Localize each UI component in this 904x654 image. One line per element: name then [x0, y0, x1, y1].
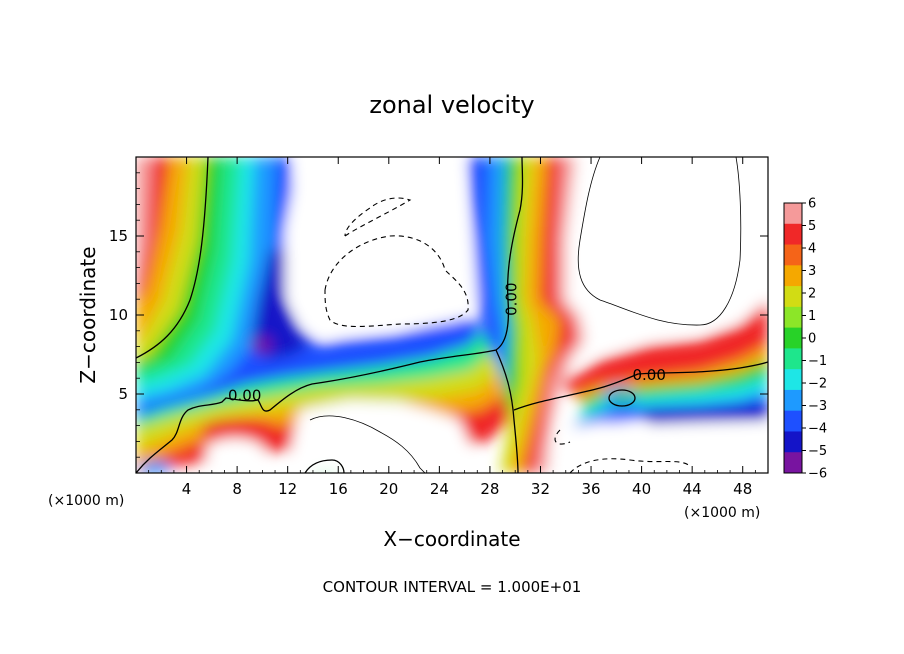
colorbar-label: 0: [808, 332, 816, 347]
colorbar-cell: [784, 369, 802, 391]
x-tick-label: 8: [232, 480, 242, 498]
colorbar-cell: [784, 327, 802, 349]
x-tick-label: 40: [632, 480, 651, 498]
colorbar-cell: [784, 286, 802, 308]
colorbar-cell: [784, 389, 802, 412]
x-tick-label: 28: [480, 480, 499, 498]
contour-label: 0.00: [228, 387, 261, 405]
x-tick-label: 20: [379, 480, 398, 498]
velocity-field: [136, 157, 768, 473]
contour-label: 0.00: [502, 282, 520, 315]
colorbar-label: −3: [808, 399, 827, 414]
x-tick-label: 12: [278, 480, 297, 498]
x-tick-label: 44: [683, 480, 702, 498]
colorbar-label: −6: [808, 467, 827, 482]
colorbar-label: 6: [808, 197, 816, 212]
colorbar-cell: [784, 410, 802, 432]
x-tick-label: 32: [531, 480, 550, 498]
x-unit-right: (×1000 m): [684, 505, 760, 521]
contour-interval-note: CONTOUR INTERVAL = 1.000E+01: [323, 578, 582, 596]
x-tick-label: 36: [581, 480, 600, 498]
colorbar-label: 5: [808, 219, 816, 234]
x-tick-label: 16: [329, 480, 348, 498]
contour-lines: [136, 157, 768, 473]
chart-title: zonal velocity: [369, 91, 534, 119]
colorbar: 6 5 4 3 2 1 0 −1 −2 −3 −4 −5 −6: [783, 197, 827, 482]
colorbar-cell: [784, 431, 802, 453]
x-tick-label: 24: [430, 480, 449, 498]
colorbar-cell: [784, 452, 802, 474]
colorbar-label: 1: [808, 309, 816, 324]
colorbar-cell: [784, 348, 802, 370]
x-unit-left: (×1000 m): [48, 493, 124, 509]
colorbar-label: 3: [808, 264, 816, 279]
x-axis: 4 8 12 16 20 24 28 32 36 40 44 48: [148, 157, 756, 498]
y-axis-title: Z−coordinate: [76, 246, 100, 383]
colorbar-cell: [784, 265, 802, 287]
y-tick-label: 10: [109, 306, 128, 324]
y-axis: 5 10 15: [109, 172, 768, 458]
y-tick-label: 5: [118, 385, 128, 403]
colorbar-label: −5: [808, 444, 827, 459]
y-tick-label: 15: [109, 227, 128, 245]
colorbar-label: −2: [808, 377, 827, 392]
colorbar-label: 4: [808, 242, 816, 257]
x-tick-label: 4: [182, 480, 192, 498]
x-tick-label: 48: [733, 480, 752, 498]
contour-lines-negative: [324, 197, 691, 473]
contour-lines-thin: [309, 157, 742, 473]
contour-label: 0.00: [632, 366, 665, 384]
colorbar-cell: [784, 203, 802, 225]
colorbar-label: −4: [808, 422, 827, 437]
colorbar-cell: [784, 306, 802, 329]
colorbar-cell: [784, 244, 802, 266]
x-axis-title: X−coordinate: [383, 527, 520, 551]
colorbar-label: 2: [808, 287, 816, 302]
contour-labels: 0.00 0.00 0.00: [228, 282, 666, 404]
colorbar-cell: [784, 223, 802, 246]
colorbar-label: −1: [808, 354, 827, 369]
